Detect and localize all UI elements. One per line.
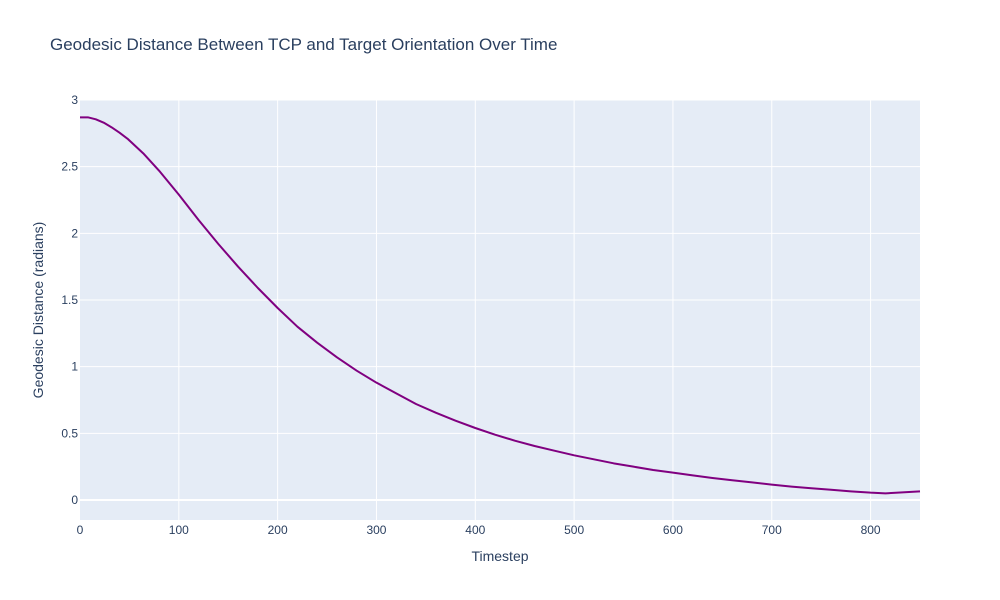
chart-title: Geodesic Distance Between TCP and Target… — [50, 35, 557, 54]
series-line — [80, 116, 921, 495]
y-tick-label: 2 — [71, 226, 78, 240]
x-gridlines — [178, 100, 872, 520]
x-tick-label: 700 — [762, 523, 782, 537]
x-tick-label: 400 — [465, 523, 485, 537]
x-axis-label: Timestep — [471, 548, 528, 564]
x-tick-label: 600 — [663, 523, 683, 537]
y-axis-label: Geodesic Distance (radians) — [30, 222, 46, 399]
y-tick-label: 3 — [71, 93, 78, 107]
x-tick-label: 100 — [169, 523, 189, 537]
y-tick-label: 2.5 — [61, 160, 78, 174]
plot-area — [80, 100, 920, 520]
x-tick-label: 500 — [564, 523, 584, 537]
y-tick-label: 1 — [71, 360, 78, 374]
y-tick-label: 0 — [71, 493, 78, 507]
x-tick-label: 300 — [366, 523, 386, 537]
x-tick-label: 200 — [268, 523, 288, 537]
y-tick-label: 0.5 — [61, 426, 78, 440]
y-axis-ticks: 0 0.5 1 1.5 2 2.5 3 — [61, 93, 78, 507]
y-tick-label: 1.5 — [61, 293, 78, 307]
x-tick-label: 0 — [77, 523, 84, 537]
x-tick-label: 800 — [861, 523, 881, 537]
y-gridlines — [80, 99, 920, 501]
x-axis-ticks: 0 100 200 300 400 500 600 700 800 — [77, 523, 881, 537]
